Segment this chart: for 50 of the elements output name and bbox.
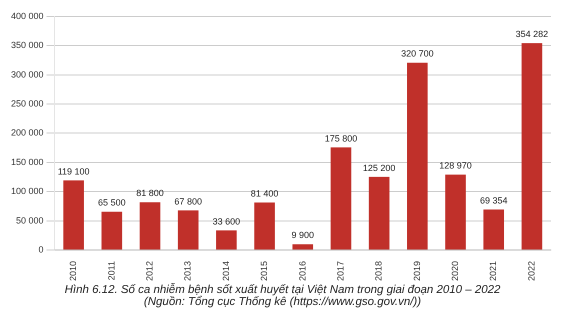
bar: [483, 209, 504, 250]
bar: [368, 176, 390, 250]
x-tick-label: 2019: [412, 260, 422, 282]
x-tick-label: 2010: [68, 260, 78, 282]
data-label: 33 600: [212, 216, 240, 226]
x-tick-label: 2018: [374, 260, 384, 282]
x-tick-label: 2022: [526, 260, 536, 282]
bar: [140, 202, 160, 250]
data-label: 125 200: [362, 162, 396, 173]
x-tick-label: 2012: [144, 260, 154, 282]
data-label: 69 354: [480, 195, 508, 206]
data-label: 175 800: [324, 133, 358, 144]
x-tick-label: 2015: [259, 260, 270, 282]
x-tick-label: 2013: [182, 260, 193, 282]
bar: [330, 147, 352, 250]
y-tick-label: 250 000: [10, 98, 44, 108]
x-tick-label: 2017: [335, 260, 346, 282]
y-tick-label: 100 000: [10, 186, 44, 196]
data-label: 65 500: [98, 198, 126, 208]
data-label: 81 400: [250, 188, 278, 198]
data-label: 119 100: [58, 166, 90, 176]
y-tick-label: 0: [38, 244, 44, 254]
y-tick-label: 400 000: [10, 10, 44, 21]
data-label: 67 800: [174, 196, 202, 206]
x-tick-label: 2021: [488, 260, 498, 282]
x-tick-label: 2016: [297, 260, 308, 282]
y-tick-label: 300 000: [10, 69, 44, 80]
bar: [445, 174, 466, 250]
y-tick-label: 50 000: [16, 215, 44, 226]
y-tick-label: 150 000: [10, 156, 44, 167]
bar: [254, 202, 275, 250]
bar: [63, 180, 84, 250]
x-tick-label: 2014: [220, 260, 231, 282]
bar: [102, 212, 122, 250]
data-label: 81 800: [136, 188, 164, 198]
y-tick-label: 350 000: [10, 40, 44, 50]
data-label: 9 900: [292, 230, 314, 240]
data-label: 128 970: [439, 160, 472, 171]
text: (Nguồn: Tổng cục Thống kê (https://www.gso.gov.vn/)): [142, 296, 422, 308]
bar: [292, 244, 314, 250]
y-tick-label: 200 000: [10, 128, 44, 138]
x-tick-label: 2020: [450, 260, 460, 282]
bar: [407, 62, 428, 250]
bar: [178, 210, 199, 250]
data-label: 354 282: [516, 29, 548, 40]
bar: [522, 43, 542, 250]
bar: [216, 230, 237, 250]
data-label: 320 700: [401, 48, 434, 59]
text: Hình 6.12. Số ca nhiễm bệnh sốt xuất huyết tại Việt Nam trong giai đoạn 2010 – 2022: [64, 284, 502, 296]
x-tick-label: 2011: [106, 260, 116, 280]
